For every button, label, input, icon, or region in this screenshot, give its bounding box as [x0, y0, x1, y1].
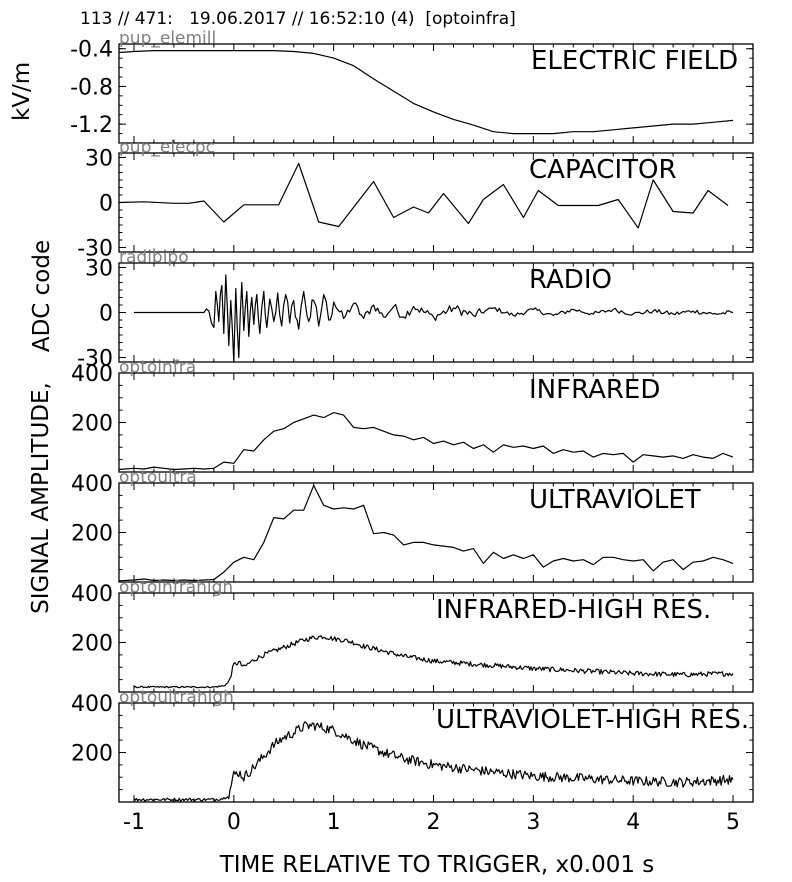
channel-label: pup_elecpc: [119, 138, 215, 158]
y-tick-label: 200: [71, 522, 113, 547]
series-line: [118, 484, 734, 582]
y-tick-label: -30: [77, 237, 113, 262]
channel-label: optoultrahigh: [119, 688, 234, 708]
y-tick-label: 0: [99, 192, 113, 217]
channel-label: pup_elemill: [119, 29, 216, 49]
series-line: [118, 162, 729, 229]
panel-optoinfra: 400 200 optoinfra INFRARED: [71, 358, 754, 473]
panel-title: RADIO: [529, 265, 612, 295]
y-tick-label: 30: [85, 257, 113, 282]
panel-title: ULTRAVIOLET-HIGH RES.: [436, 705, 749, 735]
y-tick-label: -0.4: [70, 38, 113, 63]
series-line: [118, 50, 734, 135]
y-tick-label: -1.2: [70, 113, 113, 138]
x-tick-label: 2: [427, 810, 441, 835]
x-tick-label: 5: [726, 810, 740, 835]
panel-title: ULTRAVIOLET: [529, 485, 701, 515]
y-tick-label: 200: [71, 742, 113, 767]
y-tick-label: -30: [77, 347, 113, 372]
panel-pup_elecpc: 30 0 -30 pup_elecpc CAPACITOR: [77, 138, 754, 262]
y-tick-label: 400: [71, 472, 113, 497]
series-line: [133, 635, 734, 689]
x-tick-label: -1: [123, 810, 145, 835]
y-tick-label: 200: [71, 412, 113, 437]
panel-frame: [118, 43, 754, 144]
figure-header: 113 // 471: 19.06.2017 // 16:52:10 (4) […: [80, 9, 516, 29]
panel-optoultrahigh: 400 200 optoultrahigh ULTRAVIOLET-HIGH RES.: [71, 688, 754, 803]
panel-title: INFRARED: [529, 375, 660, 405]
series-line: [118, 412, 734, 471]
channel-label: optoinfrahigh: [119, 578, 233, 598]
channel-label: radibipo: [119, 248, 189, 268]
x-tick-label: 3: [526, 810, 540, 835]
y-tick-label: 0: [99, 302, 113, 327]
x-tick-label: 1: [327, 810, 341, 835]
panel-optoultra: 400 200 optoultra ULTRAVIOLET: [71, 468, 754, 583]
panel-title: CAPACITOR: [529, 155, 677, 185]
x-tick-label: 4: [626, 810, 640, 835]
y-tick-label: -0.8: [70, 75, 113, 100]
y-tick-label: 400: [71, 692, 113, 717]
x-tick-label: 0: [227, 810, 241, 835]
panel-pup_elemill: -0.4 -0.8 -1.2 pup_elemill ELECTRIC FIELD: [70, 29, 754, 144]
panel-radibipo: 30 0 -30 radibipo RADIO: [77, 248, 754, 372]
panel-optoinfrahigh: 400 200 optoinfrahigh INFRARED-HIGH RES.: [71, 578, 754, 693]
panel-title: INFRARED-HIGH RES.: [436, 595, 711, 625]
series-line: [133, 721, 734, 802]
y-tick-label: 200: [71, 632, 113, 657]
series-line: [134, 274, 734, 363]
channel-label: optoultra: [119, 468, 197, 488]
channel-label: optoinfra: [119, 358, 196, 378]
y-tick-label: 30: [85, 147, 113, 172]
y-tick-label: 400: [71, 582, 113, 607]
x-axis-label: TIME RELATIVE TO TRIGGER, x0.001 s: [219, 852, 655, 878]
panel-title: ELECTRIC FIELD: [531, 46, 738, 76]
y-tick-label: 400: [71, 362, 113, 387]
